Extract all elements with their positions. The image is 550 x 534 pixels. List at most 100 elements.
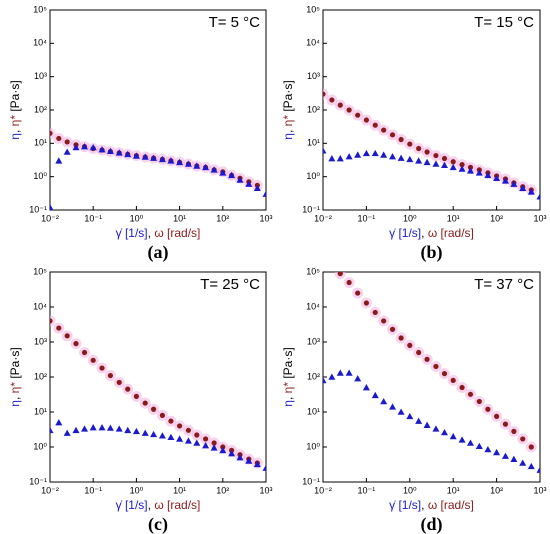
point-halo <box>50 315 56 327</box>
x-axis-label-part: , <box>421 226 428 240</box>
y-axis-label-part: η <box>8 133 22 140</box>
y-axis-label-part: η* <box>281 115 295 127</box>
point <box>389 132 396 138</box>
y-tick-label: 10¹ <box>34 138 47 148</box>
y-axis-label-part: , <box>281 126 295 133</box>
point <box>90 357 96 363</box>
point <box>176 158 184 166</box>
point <box>150 154 158 161</box>
y-tick-label: 10³ <box>34 336 47 346</box>
point <box>210 444 218 451</box>
point <box>406 155 414 163</box>
point <box>253 184 261 192</box>
plot-frame <box>322 271 541 483</box>
point <box>159 412 166 418</box>
point <box>520 436 526 442</box>
point <box>407 342 413 348</box>
point <box>142 400 148 406</box>
y-axis-label-part: , <box>8 126 22 133</box>
y-tick-label: 10⁻¹ <box>302 476 320 486</box>
x-tick-label: 10⁰ <box>403 485 417 495</box>
y-tick-label: 10³ <box>307 71 320 81</box>
y-tick-label: 10⁵ <box>306 266 320 276</box>
y-tick-label: 10² <box>34 104 47 114</box>
x-axis-label-part: ω [rad/s] <box>154 498 200 512</box>
point <box>459 162 465 168</box>
point <box>406 412 414 420</box>
x-tick-label: 10¹ <box>447 485 460 495</box>
plot-area <box>50 127 266 210</box>
x-axis-label: γ̇ [1/s], ω [rad/s] <box>389 498 474 512</box>
point <box>380 397 388 405</box>
point <box>363 300 369 306</box>
point <box>50 318 53 324</box>
point <box>184 437 192 444</box>
point <box>466 167 474 174</box>
y-tick-label: 10² <box>307 104 320 114</box>
point <box>345 153 353 160</box>
x-tick-label: 10³ <box>533 213 546 223</box>
x-tick-label: 10² <box>216 485 229 495</box>
y-tick-label: 10⁰ <box>33 171 47 181</box>
point <box>432 160 440 167</box>
y-tick-label: 10⁵ <box>33 4 47 14</box>
plot-frame <box>49 271 267 483</box>
point <box>337 272 343 277</box>
y-axis-label-part: η* <box>281 382 295 394</box>
panel-label: (d) <box>421 514 443 534</box>
point <box>194 432 200 438</box>
point <box>536 466 540 473</box>
y-axis-label-part: [Pa·s] <box>281 80 295 115</box>
point <box>466 439 474 446</box>
point <box>398 335 404 341</box>
point <box>219 446 227 454</box>
point <box>511 428 517 434</box>
x-tick-label: 10³ <box>259 485 272 495</box>
point <box>441 371 448 377</box>
point <box>433 152 439 159</box>
point <box>245 457 253 464</box>
point <box>56 325 62 331</box>
panel-title: T= 25 °C <box>200 276 260 293</box>
y-tick-label: 10⁴ <box>33 38 47 48</box>
point <box>328 373 336 380</box>
y-axis-label-part: , <box>8 393 22 400</box>
point <box>89 143 97 151</box>
x-tick-label: 10⁻¹ <box>84 485 102 495</box>
point <box>72 143 80 151</box>
x-axis-label: γ̇ [1/s], ω [rad/s] <box>116 498 201 512</box>
point <box>450 377 456 383</box>
point <box>501 177 509 184</box>
point <box>423 158 431 166</box>
point <box>440 428 448 436</box>
point <box>407 141 413 147</box>
point <box>501 452 509 459</box>
point <box>346 107 352 113</box>
point <box>98 424 106 431</box>
point <box>371 149 379 157</box>
point <box>50 203 54 210</box>
point <box>432 425 440 432</box>
y-axis-label-part: η* <box>8 115 22 127</box>
point <box>245 180 253 187</box>
y-axis-label: η, η* [Pa·s] <box>281 80 295 139</box>
x-tick-label: 10² <box>490 485 503 495</box>
y-tick-label: 10¹ <box>34 406 47 416</box>
point <box>346 279 352 286</box>
x-tick-label: 10⁻² <box>314 213 332 223</box>
point <box>510 455 518 462</box>
point <box>203 436 209 442</box>
point <box>236 176 244 183</box>
panel-label: (c) <box>148 514 168 534</box>
point <box>115 149 123 156</box>
point <box>424 149 430 155</box>
point <box>389 153 397 160</box>
y-tick-label: 10³ <box>307 336 320 346</box>
point <box>336 369 344 376</box>
y-tick-label: 10¹ <box>307 406 320 416</box>
point <box>81 425 89 432</box>
point <box>475 442 483 450</box>
point <box>193 162 201 169</box>
point-halo <box>323 88 329 100</box>
point <box>124 150 132 158</box>
